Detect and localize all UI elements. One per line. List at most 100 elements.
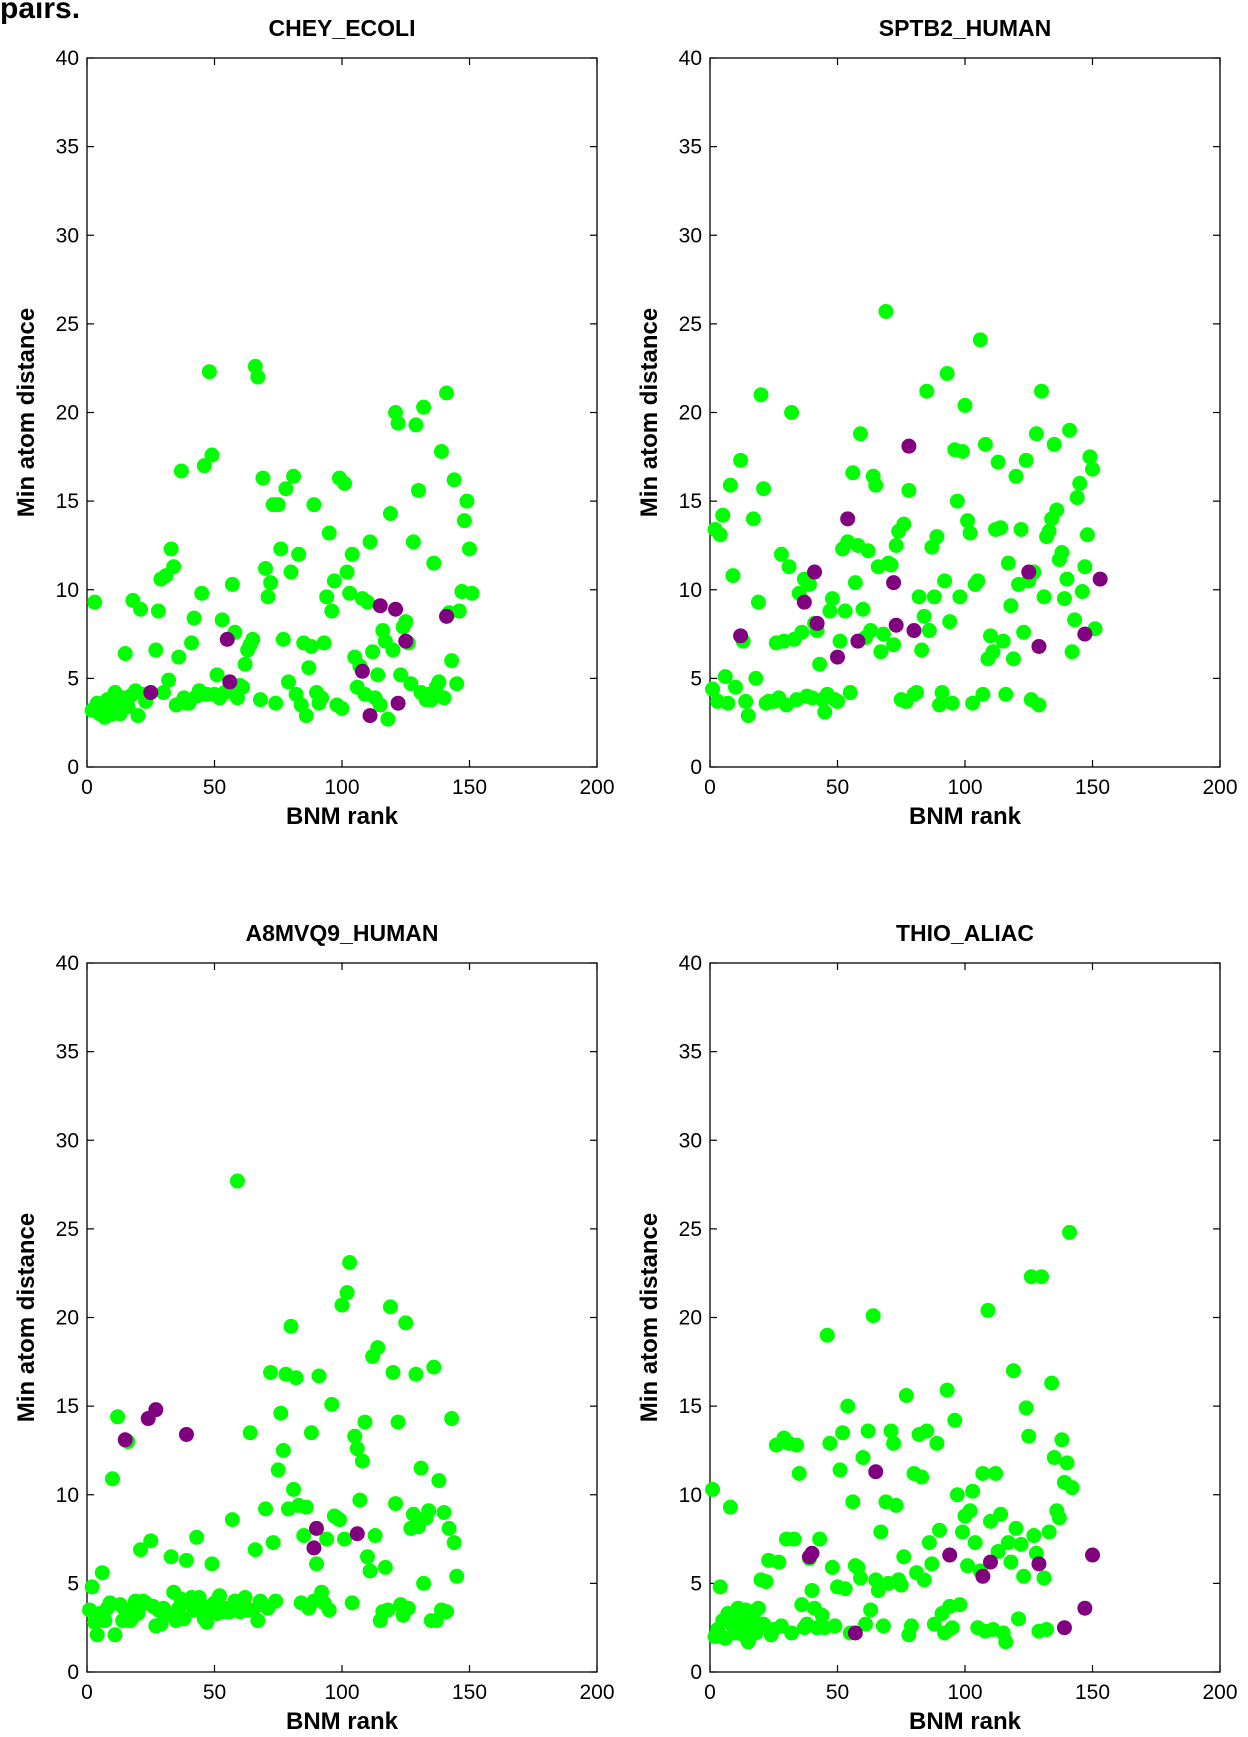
data-point	[830, 693, 845, 709]
data-point	[801, 576, 817, 592]
data-point	[258, 560, 273, 576]
data-point	[898, 1387, 914, 1403]
data-point	[712, 1579, 728, 1595]
data-point	[728, 679, 743, 695]
data-point	[837, 603, 853, 619]
data-point	[1013, 1536, 1029, 1552]
data-point	[278, 481, 294, 497]
data-point	[370, 667, 386, 683]
data-point	[288, 1370, 304, 1386]
series-1	[82, 1173, 465, 1643]
y-tick-label: 40	[56, 952, 79, 975]
data-point	[1005, 651, 1021, 667]
data-point	[952, 589, 968, 605]
chart-title: A8MVQ9_HUMAN	[246, 920, 439, 946]
data-point	[439, 1604, 455, 1620]
data-point	[403, 676, 419, 692]
data-point	[171, 649, 187, 665]
data-point	[446, 472, 462, 488]
x-tick-label: 150	[1075, 776, 1110, 799]
y-tick-label: 5	[690, 667, 702, 690]
x-tick-label: 0	[81, 776, 93, 799]
data-point	[245, 631, 261, 647]
data-point	[280, 674, 296, 690]
data-point	[298, 1499, 314, 1515]
data-point	[306, 1540, 322, 1556]
y-tick-label: 20	[679, 1307, 702, 1330]
data-point	[1077, 626, 1093, 642]
data-point	[372, 697, 388, 713]
data-point	[296, 1528, 312, 1544]
data-point	[388, 601, 404, 617]
data-point	[830, 649, 845, 665]
data-point	[1074, 584, 1090, 600]
data-point	[822, 1435, 838, 1451]
data-point	[1011, 1611, 1027, 1627]
data-point	[1054, 545, 1070, 561]
data-point	[219, 631, 235, 647]
data-point	[748, 670, 764, 686]
data-point	[1041, 523, 1057, 539]
data-point	[845, 465, 861, 481]
data-point	[712, 527, 728, 543]
data-point	[852, 1570, 868, 1586]
data-point	[388, 1496, 404, 1512]
data-point	[983, 628, 998, 644]
y-tick-label: 20	[56, 402, 79, 425]
data-point	[173, 463, 189, 479]
x-axis-label: BNM rank	[909, 1708, 1022, 1735]
x-axis-label: BNM rank	[909, 803, 1022, 830]
data-point	[1031, 697, 1047, 713]
data-point	[896, 1549, 912, 1565]
data-point	[431, 674, 447, 690]
data-point	[919, 1423, 935, 1439]
data-point	[163, 541, 179, 557]
data-point	[852, 426, 868, 442]
x-axis-label: BNM rank	[286, 803, 399, 830]
data-point	[819, 1327, 835, 1343]
data-point	[896, 516, 912, 532]
data-point	[178, 1426, 194, 1442]
data-point	[1018, 452, 1034, 468]
data-point	[1062, 1224, 1078, 1240]
data-point	[791, 1465, 807, 1481]
data-point	[868, 477, 884, 493]
data-point	[1034, 1269, 1049, 1285]
data-point	[1005, 1363, 1021, 1379]
data-point	[222, 674, 238, 690]
data-point	[194, 585, 210, 601]
data-point	[390, 415, 406, 431]
data-point	[855, 601, 871, 617]
data-point	[199, 1614, 215, 1630]
data-point	[878, 303, 894, 319]
data-point	[1039, 1621, 1055, 1637]
data-point	[983, 1554, 998, 1570]
data-point	[967, 1535, 983, 1551]
data-point	[939, 1382, 955, 1398]
data-point	[863, 623, 879, 639]
plot-area	[86, 57, 598, 768]
data-point	[786, 1531, 802, 1547]
data-point	[1077, 1600, 1093, 1616]
data-point	[393, 667, 409, 683]
data-point	[873, 644, 889, 660]
data-point	[1000, 555, 1016, 571]
data-point	[804, 1582, 820, 1598]
data-point	[342, 585, 358, 601]
data-point	[1034, 383, 1049, 399]
data-point	[196, 458, 212, 474]
data-point	[357, 1414, 373, 1430]
data-point	[814, 1607, 830, 1623]
data-point	[722, 1499, 738, 1515]
data-point	[738, 693, 754, 709]
page-heading: pairs.	[0, 0, 81, 25]
data-point	[398, 633, 414, 649]
data-point	[705, 1481, 721, 1497]
data-point	[863, 1602, 879, 1618]
data-point	[344, 1595, 360, 1611]
data-point	[260, 589, 276, 605]
data-point	[362, 534, 378, 550]
y-tick-label: 30	[56, 224, 79, 247]
data-point	[150, 603, 166, 619]
data-point	[204, 447, 220, 463]
